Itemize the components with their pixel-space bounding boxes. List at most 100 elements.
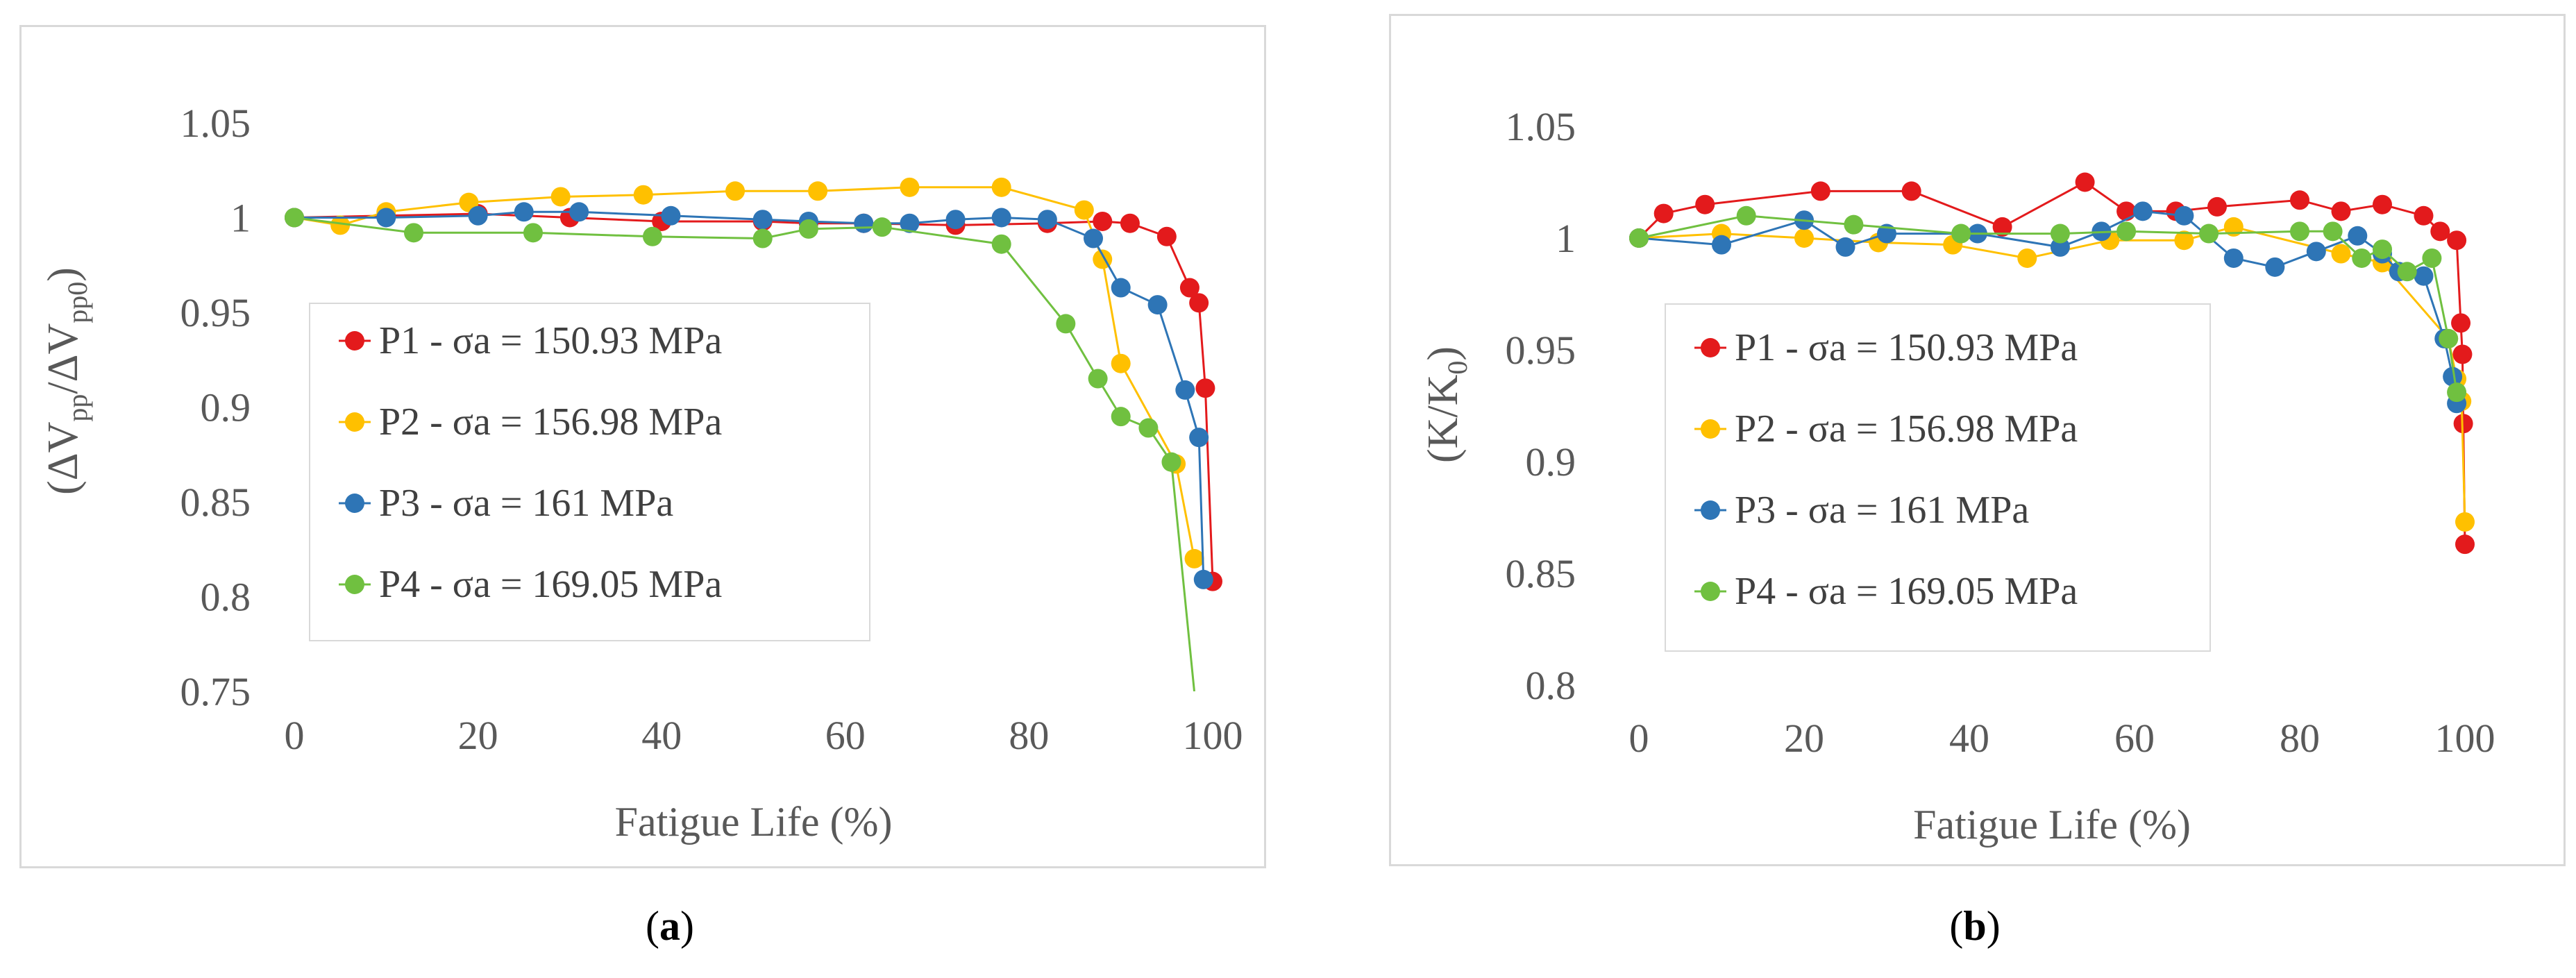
legend-label: P3 - σa = 161 MPa xyxy=(1735,489,2029,532)
data-point xyxy=(1111,278,1131,298)
y-axis-title: (K/K0) xyxy=(1420,346,1473,463)
series-line xyxy=(1638,180,2466,545)
legend: P1 - σa = 150.93 MPa P2 - σa = 156.98 MPa… xyxy=(1665,303,2211,652)
legend-marker xyxy=(1701,419,1720,439)
data-point xyxy=(1695,194,1715,214)
data-point xyxy=(752,228,773,248)
data-point xyxy=(900,213,920,233)
chart-b-svg: 0.8 0.85 0.9 0.95 1 1.05 0 20 40 60 80 100 Fatigue L… xyxy=(1420,104,2495,848)
data-point xyxy=(2455,534,2475,555)
data-point xyxy=(872,217,892,237)
data-point xyxy=(523,223,543,243)
x-tick-label: 80 xyxy=(1009,713,1049,758)
series-P4 xyxy=(285,208,1195,691)
data-point xyxy=(642,226,662,246)
data-point xyxy=(1992,217,2012,237)
data-point xyxy=(376,208,396,228)
data-point xyxy=(2455,512,2475,532)
y-tick-label: 0.8 xyxy=(1526,663,1576,708)
data-point xyxy=(2352,248,2372,268)
data-point xyxy=(2331,244,2351,264)
y-tick-label: 1.05 xyxy=(1506,104,1576,149)
data-point xyxy=(2439,328,2459,348)
y-tick-label: 0.9 xyxy=(201,385,251,430)
data-point xyxy=(514,202,534,222)
legend-label: P2 - σa = 156.98 MPa xyxy=(1735,407,2078,450)
x-tick-label: 100 xyxy=(2435,716,2495,761)
data-point xyxy=(1195,378,1215,398)
y-tick-label: 0.85 xyxy=(1506,551,1576,596)
x-tick-label: 0 xyxy=(285,713,305,758)
data-point xyxy=(1111,353,1131,373)
data-point xyxy=(1810,181,1830,201)
legend-label: P1 - σa = 150.93 MPa xyxy=(379,319,722,362)
y-tick-label: 0.95 xyxy=(180,290,251,335)
data-point xyxy=(2290,190,2309,210)
data-point xyxy=(2447,382,2467,403)
data-point xyxy=(2451,313,2471,333)
y-tick-label: 0.8 xyxy=(201,575,251,620)
data-point xyxy=(854,213,874,233)
y-tick-label: 0.9 xyxy=(1526,439,1576,484)
caption-a: (a) xyxy=(646,903,694,949)
data-point xyxy=(991,234,1011,254)
data-point xyxy=(1794,228,1814,248)
data-point xyxy=(2443,366,2463,387)
data-point xyxy=(1084,228,1104,248)
data-point xyxy=(991,177,1011,197)
y-tick-label: 0.95 xyxy=(1506,328,1576,373)
data-point xyxy=(1951,224,1971,244)
data-point xyxy=(1138,418,1159,438)
legend-box xyxy=(309,303,870,641)
x-tick-label: 60 xyxy=(825,713,866,758)
data-point xyxy=(1653,203,1674,224)
data-point xyxy=(2452,344,2473,364)
data-point xyxy=(725,181,746,201)
data-point xyxy=(1161,452,1181,472)
x-tick-label: 20 xyxy=(458,713,498,758)
y-tick-label: 0.85 xyxy=(180,480,251,525)
data-point xyxy=(2323,221,2343,242)
data-point xyxy=(330,215,351,235)
series-P3 xyxy=(285,202,1213,589)
data-point xyxy=(633,185,653,205)
data-point xyxy=(2223,217,2244,237)
legend-marker xyxy=(1701,500,1720,520)
data-point xyxy=(2414,205,2434,226)
legend-marker xyxy=(345,331,364,351)
data-point xyxy=(2414,266,2434,286)
data-point xyxy=(2397,262,2417,282)
data-point xyxy=(403,223,423,243)
data-point xyxy=(1189,293,1209,313)
data-point xyxy=(1088,369,1108,389)
data-point xyxy=(1179,278,1199,298)
data-point xyxy=(2306,242,2326,262)
data-point xyxy=(1193,569,1213,589)
data-point xyxy=(2174,205,2194,226)
data-point xyxy=(2017,248,2037,268)
data-point xyxy=(550,187,571,207)
data-point xyxy=(2290,221,2309,242)
data-point xyxy=(661,205,681,226)
data-point xyxy=(2174,230,2194,251)
x-axis-title: Fatigue Life (%) xyxy=(1913,802,2191,848)
data-point xyxy=(1056,314,1076,334)
legend-marker xyxy=(345,412,364,432)
data-point xyxy=(1120,213,1140,233)
x-tick-label: 60 xyxy=(2114,716,2155,761)
data-point xyxy=(2422,248,2442,268)
data-point xyxy=(2348,226,2368,246)
data-point xyxy=(2132,201,2153,221)
data-point xyxy=(2447,230,2467,251)
legend-marker xyxy=(345,494,364,513)
data-point xyxy=(2373,194,2392,214)
x-tick-label: 100 xyxy=(1183,713,1243,758)
chart-panel-b: 0.8 0.85 0.9 0.95 1 1.05 0 20 40 60 80 100 Fatigue L… xyxy=(1389,14,2566,866)
data-point xyxy=(1189,428,1209,448)
legend-marker xyxy=(1701,582,1720,601)
data-point xyxy=(569,202,589,222)
legend-label: P2 - σa = 156.98 MPa xyxy=(379,401,722,444)
y-axis-title: (ΔVpp/ΔVpp0) xyxy=(40,267,93,495)
legend: P1 - σa = 150.93 MPa P2 - σa = 156.98 MPa… xyxy=(309,303,870,641)
series-P1 xyxy=(1629,172,2475,555)
